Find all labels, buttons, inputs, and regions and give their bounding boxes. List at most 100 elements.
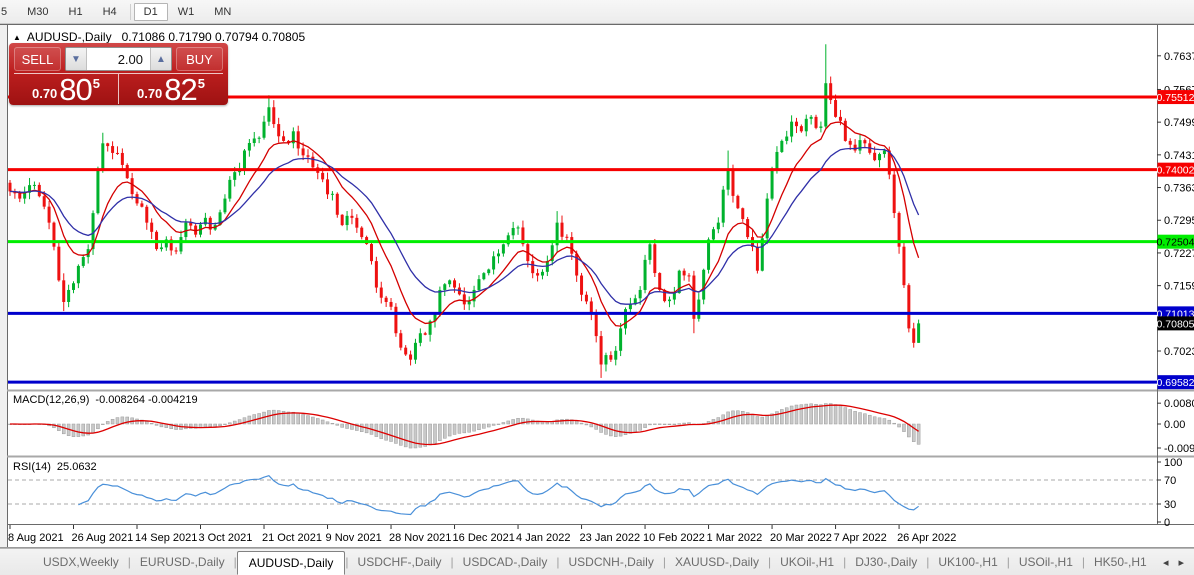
price-level-lines	[8, 95, 1157, 384]
rsi-line	[78, 475, 919, 516]
price-level-label: 0.75512	[1157, 92, 1194, 104]
date-axis-label: 7 Apr 2022	[834, 532, 887, 544]
chart-symbol-label: AUDUSD-,Daily	[26, 30, 112, 44]
tab-ukoil-h1[interactable]: UKOil-,H1	[780, 555, 835, 569]
tab-scroll-right-icon[interactable]: ▸	[1178, 556, 1184, 569]
rsi-pane	[8, 475, 1157, 516]
timeframe-button-MN[interactable]: MN	[214, 5, 232, 18]
chart-ohlc-values: 0.71086 0.71790 0.70794 0.70805	[121, 30, 306, 44]
tab-separator: |	[233, 555, 237, 569]
date-axis-label: 14 Sep 2021	[135, 532, 197, 544]
rsi-axis-tick: 100	[1164, 457, 1182, 469]
volume-input[interactable]	[87, 48, 150, 70]
price-axis-tick: 0.73630	[1164, 183, 1194, 195]
date-axis-label: 26 Apr 2022	[897, 532, 956, 544]
tab-separator: |	[127, 555, 131, 569]
macd-indicator-values: -0.008264 -0.004219	[95, 394, 198, 406]
date-axis[interactable]: 8 Aug 2021 26 Aug 2021 14 Sep 2021 3 Oct 20…	[8, 525, 956, 544]
date-axis-label: 10 Feb 2022	[643, 532, 705, 544]
rsi-pane-label: RSI(14) 25.0632	[13, 461, 103, 473]
date-axis-label: 21 Oct 2021	[262, 532, 322, 544]
tab-separator: |	[662, 555, 666, 569]
timeframe-button-5[interactable]: 5	[1, 5, 8, 18]
sell-button[interactable]: SELL	[14, 47, 61, 71]
price-axis-tick: 0.76370	[1164, 51, 1194, 63]
price-level-label: 0.69582	[1157, 377, 1194, 389]
timeframe-button-M30[interactable]: M30	[27, 5, 49, 18]
tab-separator: |	[345, 555, 349, 569]
tab-separator: |	[843, 555, 847, 569]
buy-price-pip: 5	[197, 75, 206, 91]
collapse-panel-icon[interactable]: ▲	[13, 33, 21, 42]
buy-price-big: 82	[164, 71, 197, 107]
rsi-axis-tick: 0	[1164, 517, 1170, 529]
sell-price-display[interactable]: 0.70 80 5	[14, 71, 119, 107]
chart-title: ▲ AUDUSD-,Daily 0.71086 0.71790 0.70794 0.…	[13, 30, 305, 44]
tab-dj30-daily[interactable]: DJ30-,Daily	[855, 555, 918, 569]
pane-borders	[0, 24, 1194, 548]
timeframe-button-D1[interactable]: D1	[133, 2, 168, 21]
buy-price-prefix: 0.70	[136, 86, 163, 101]
price-axis[interactable]: 0.763700.756700.749900.743100.736300.729…	[1157, 51, 1194, 529]
macd-axis-tick: 0.008061	[1164, 398, 1194, 410]
price-level-label: 0.70805	[1157, 318, 1194, 330]
price-level-label: 0.74002	[1157, 165, 1194, 177]
tab-separator: |	[767, 555, 772, 569]
toolbar-divider	[129, 3, 131, 20]
tab-scroll-left-icon[interactable]: ◂	[1162, 556, 1169, 569]
tab-separator: |	[556, 555, 560, 569]
timeframe-button-H1[interactable]: H1	[68, 5, 83, 18]
symbol-tab-bar: USDX,Weekly | EURUSD-,Daily | AUDUSD-,Daily |…	[0, 548, 1194, 575]
timeframe-button-W1[interactable]: W1	[177, 5, 195, 18]
tab-usdcad-daily[interactable]: USDCAD-,Daily	[462, 555, 548, 569]
tab-separator: |	[450, 555, 454, 569]
timeframe-button-H4[interactable]: H4	[102, 5, 117, 18]
rsi-indicator-name: RSI(14)	[13, 461, 51, 473]
macd-pane-label: MACD(12,26,9) -0.008264 -0.004219	[13, 394, 204, 406]
tab-usdx-weekly[interactable]: USDX,Weekly	[43, 555, 119, 569]
date-axis-label: 23 Jan 2022	[580, 532, 641, 544]
tab-xauusd-daily[interactable]: XAUUSD-,Daily	[674, 555, 759, 569]
tab-usdcnh-daily[interactable]: USDCNH-,Daily	[568, 555, 654, 569]
date-axis-label: 20 Mar 2022	[770, 532, 832, 544]
volume-decrement-button[interactable]: ▼	[66, 48, 87, 70]
rsi-indicator-value: 25.0632	[56, 461, 97, 473]
rsi-axis-tick: 70	[1164, 475, 1176, 487]
price-level-label: 0.72504	[1157, 237, 1194, 249]
tab-separator: |	[926, 555, 930, 569]
buy-button[interactable]: BUY	[176, 47, 223, 71]
tab-scroll-controls: ◂ ▸	[1151, 549, 1189, 575]
tab-audusd-daily[interactable]: AUDUSD-,Daily	[236, 551, 346, 575]
price-axis-tick: 0.71590	[1164, 281, 1194, 293]
buy-price-display[interactable]: 0.70 82 5	[119, 71, 223, 107]
volume-increment-button[interactable]: ▲	[150, 48, 171, 70]
macd-axis-tick: 0.00	[1164, 419, 1185, 431]
date-axis-label: 9 Nov 2021	[326, 532, 382, 544]
price-axis-tick: 0.74310	[1164, 150, 1194, 162]
price-axis-tick: 0.70230	[1164, 346, 1194, 358]
chevron-up-icon: ▲	[156, 53, 166, 65]
price-axis-tick: 0.72950	[1164, 215, 1194, 227]
price-axis-tick: 0.72270	[1164, 248, 1194, 260]
sell-price-prefix: 0.70	[31, 86, 58, 101]
candle-series	[8, 44, 921, 378]
tab-usoil-h1[interactable]: USOil-,H1	[1018, 555, 1073, 569]
date-axis-label: 28 Nov 2021	[389, 532, 451, 544]
macd-indicator-name: MACD(12,26,9)	[13, 394, 90, 406]
tab-eurusd-daily[interactable]: EURUSD-,Daily	[139, 555, 225, 569]
macd-signal-line	[10, 404, 919, 446]
sell-price-big: 80	[59, 71, 92, 107]
timeframe-toolbar: 5 M30 H1 H4 D1 W1 MN	[0, 0, 1194, 24]
one-click-trading-panel: SELL ▼ ▲ BUY 0.70 80 5 0.70 82 5	[9, 43, 228, 105]
macd-axis-tick: -0.009286	[1164, 443, 1194, 455]
rsi-axis-tick: 30	[1164, 499, 1176, 511]
tab-hk50-h1[interactable]: HK50-,H1	[1094, 555, 1147, 569]
date-axis-label: 3 Oct 2021	[199, 532, 253, 544]
date-axis-label: 26 Aug 2021	[72, 532, 134, 544]
tab-uk100-h1[interactable]: UK100-,H1	[938, 555, 998, 569]
date-axis-label: 16 Dec 2021	[453, 532, 515, 544]
tab-usdchf-daily[interactable]: USDCHF-,Daily	[357, 555, 442, 569]
chevron-down-icon: ▼	[71, 53, 81, 65]
